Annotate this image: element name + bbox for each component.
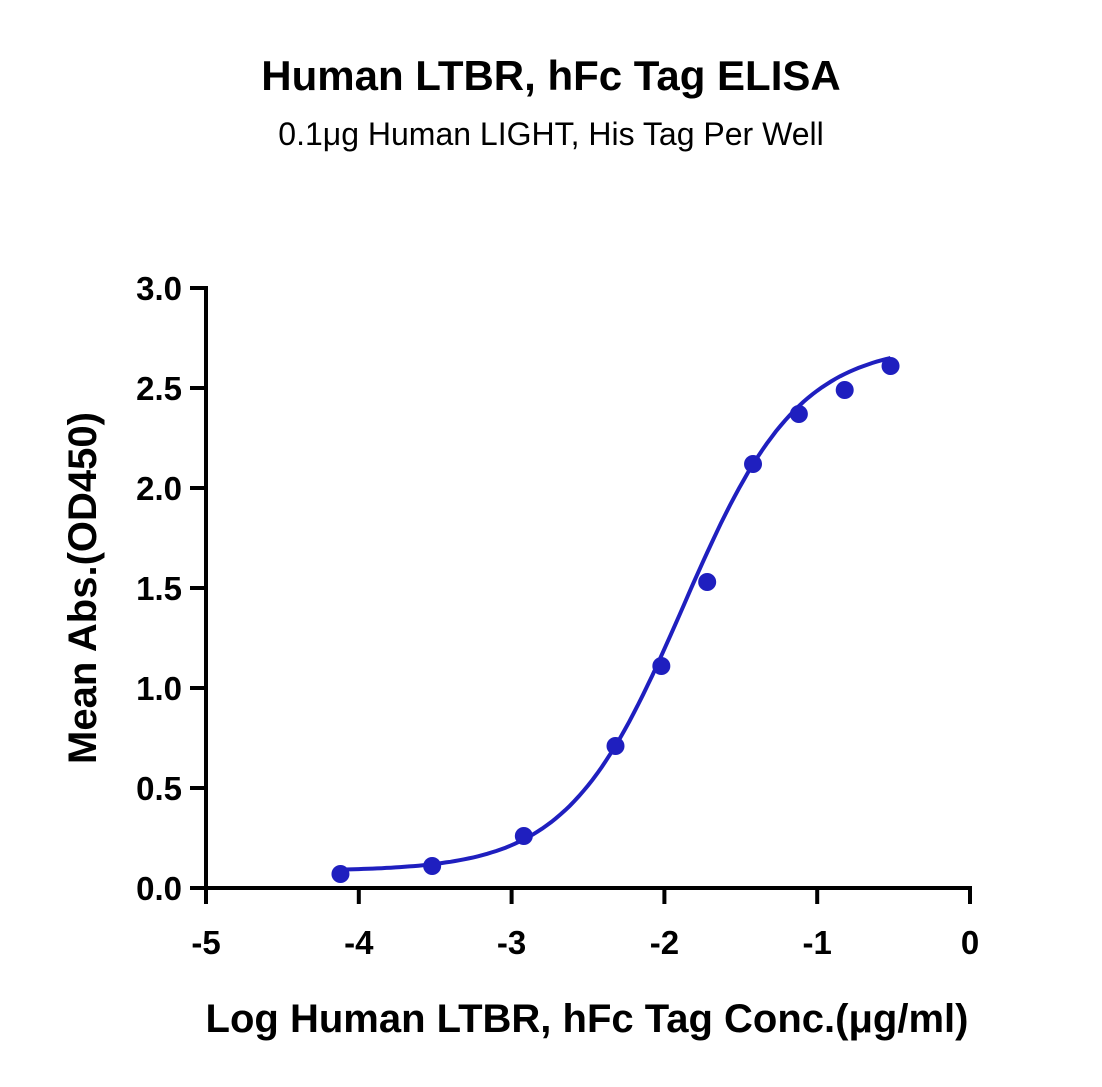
y-tick-label: 2.0 <box>136 470 182 507</box>
y-tick-label: 1.0 <box>136 670 182 707</box>
data-point <box>606 737 625 755</box>
y-tick-label: 0.5 <box>136 770 182 807</box>
y-tick-label: 1.5 <box>136 570 182 607</box>
x-tick-label: -1 <box>803 924 832 961</box>
chart-title: Human LTBR, hFc Tag ELISA <box>261 52 841 99</box>
data-point <box>789 405 808 423</box>
data-point <box>744 455 763 473</box>
x-tick-label: -3 <box>497 924 526 961</box>
fit-curve-group <box>340 356 891 872</box>
y-tick-label: 0.0 <box>136 870 182 907</box>
data-point <box>423 857 442 875</box>
x-tick-label: -4 <box>344 924 374 961</box>
x-tick-label: 0 <box>961 924 979 961</box>
y-tick-label: 2.5 <box>136 370 182 407</box>
data-point <box>881 357 900 375</box>
data-point <box>835 381 854 399</box>
chart-subtitle: 0.1μg Human LIGHT, His Tag Per Well <box>278 116 824 152</box>
x-tick-label: -2 <box>650 924 679 961</box>
fit-curve <box>340 356 891 872</box>
data-point <box>331 865 350 883</box>
data-point <box>514 827 533 845</box>
data-points <box>331 357 900 883</box>
x-axis-label: Log Human LTBR, hFc Tag Conc.(μg/ml) <box>206 997 969 1041</box>
axes: 0.0 0.5 1.0 1.5 2.0 2.5 3.0 -5 -4 -3 -2 -1 0 <box>136 270 979 961</box>
data-point <box>652 657 671 675</box>
data-point <box>698 573 717 591</box>
y-axis-label: Mean Abs.(OD450) <box>61 412 105 764</box>
x-tick-label: -5 <box>191 924 220 961</box>
y-tick-label: 3.0 <box>136 270 182 307</box>
